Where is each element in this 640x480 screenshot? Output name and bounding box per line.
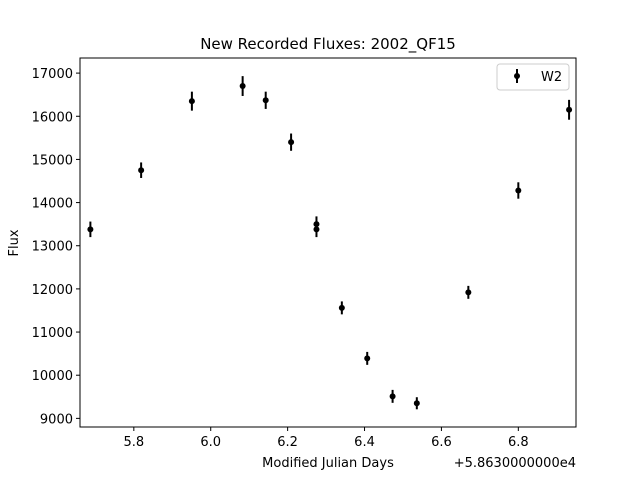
data-point <box>413 400 420 407</box>
y-tick-label: 9000 <box>40 412 73 427</box>
y-tick-label: 17000 <box>32 67 73 82</box>
y-tick-label: 13000 <box>32 240 73 255</box>
legend-point-marker <box>514 73 520 79</box>
x-tick-label: 6.6 <box>431 435 452 450</box>
data-point <box>465 289 472 296</box>
chart-title: New Recorded Fluxes: 2002_QF15 <box>200 35 456 54</box>
y-tick-label: 12000 <box>32 283 73 298</box>
data-point <box>338 304 345 311</box>
x-tick-label: 6.4 <box>354 435 375 450</box>
x-axis-label: Modified Julian Days <box>262 456 394 471</box>
x-axis-offset-label: +5.8630000000e4 <box>454 456 576 471</box>
data-point <box>288 139 295 146</box>
plot-area <box>79 57 577 428</box>
data-point <box>389 393 396 400</box>
data-points <box>87 76 573 410</box>
data-point <box>364 355 371 362</box>
data-point <box>515 187 522 194</box>
data-point <box>138 167 145 174</box>
y-tick-label: 10000 <box>32 369 73 384</box>
plot-frame <box>79 57 577 428</box>
x-axis: 5.8 6.0 6.2 6.4 6.6 6.8 <box>123 427 529 450</box>
y-axis-label: Flux <box>7 229 22 256</box>
y-tick-label: 14000 <box>32 197 73 212</box>
y-axis: 9000 10000 11000 12000 13000 14000 15000 16000 1… <box>32 67 80 427</box>
x-tick-label: 6.0 <box>200 435 221 450</box>
x-tick-label: 6.2 <box>277 435 298 450</box>
x-tick-label: 6.8 <box>508 435 529 450</box>
legend: W2 <box>496 63 570 91</box>
data-point <box>262 97 269 104</box>
x-tick-label: 5.8 <box>123 435 144 450</box>
legend-label-w2: W2 <box>541 70 562 85</box>
data-point <box>313 226 320 233</box>
y-tick-label: 15000 <box>32 153 73 168</box>
legend-box <box>496 63 570 91</box>
data-point <box>188 98 195 105</box>
y-tick-label: 11000 <box>32 326 73 341</box>
y-tick-label: 16000 <box>32 110 73 125</box>
data-point <box>87 226 94 233</box>
data-point <box>239 83 246 90</box>
data-point <box>566 106 573 113</box>
